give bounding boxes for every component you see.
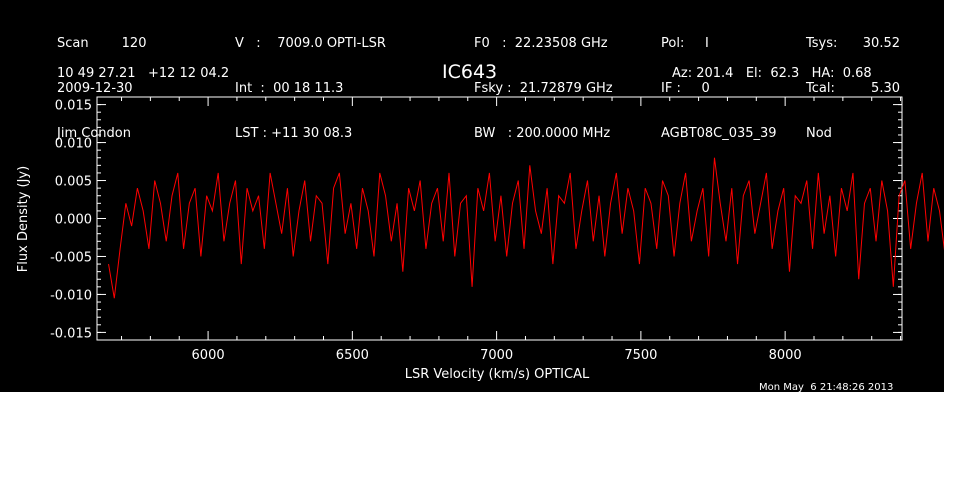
tcal-label: Tcal:	[806, 81, 835, 96]
rest-frequency: F0 : 22.23508 GHz	[474, 36, 608, 51]
observer-name: Jim Condon	[57, 126, 131, 141]
x-tick-label: 8000	[769, 348, 802, 363]
procedure-label: Nod	[806, 126, 832, 141]
header-velocity-block: V : 7009.0 OPTI-LSR Int : 00 18 11.3 LST…	[235, 6, 386, 156]
x-tick-label: 7500	[624, 348, 657, 363]
header-scan-block: Scan 120 2009-12-30 Jim Condon	[57, 6, 146, 156]
tcal-value: 5.30	[871, 81, 900, 96]
scan-number: Scan 120	[57, 36, 147, 51]
x-tick-label: 6000	[192, 348, 225, 363]
plot-timestamp: Mon May 6 21:48:26 2013	[759, 382, 894, 393]
y-tick-label: -0.010	[50, 288, 92, 303]
lst-value: LST : +11 30 08.3	[235, 126, 353, 141]
y-tick-label: 0.010	[55, 137, 92, 152]
header-tsys-values: 30.52 5.30	[858, 6, 900, 111]
tsys-label: Tsys:	[806, 36, 838, 51]
source-name: IC643	[442, 61, 498, 83]
polarization: Pol: I	[661, 36, 709, 51]
sky-frequency: Fsky : 21.72879 GHz	[474, 81, 613, 96]
y-tick-label: -0.005	[50, 250, 92, 265]
pointing-info: Az: 201.4 El: 62.3 HA: 0.68	[672, 66, 872, 81]
spectrum-series-line	[108, 157, 944, 299]
bandwidth: BW : 200.0000 MHz	[474, 126, 611, 141]
observation-date: 2009-12-30	[57, 81, 133, 96]
velocity-value: V : 7009.0 OPTI-LSR	[235, 36, 386, 51]
source-coordinates: 10 49 27.21 +12 12 04.2	[57, 66, 230, 81]
header-pol-block: Pol: I IF : 0 AGBT08C_035_39	[661, 6, 777, 156]
y-axis-label: Flux Density (Jy)	[16, 166, 31, 272]
y-tick-label: 0.005	[55, 175, 92, 190]
tsys-value: 30.52	[862, 36, 900, 51]
x-tick-label: 7000	[480, 348, 513, 363]
y-tick-label: 0.000	[55, 213, 92, 228]
plot-canvas: -0.015 -0.010 -0.005 0.000 0.005 0.010 0.015 60…	[0, 0, 944, 392]
y-tick-label: -0.015	[50, 326, 92, 341]
project-id: AGBT08C_035_39	[661, 126, 777, 141]
x-tick-label: 6500	[336, 348, 369, 363]
header-tsys-labels: Tsys: Tcal: Nod	[806, 6, 837, 156]
series-layer	[108, 157, 944, 299]
if-number: IF : 0	[661, 81, 710, 96]
integration-time: Int : 00 18 11.3	[235, 81, 344, 96]
y-tick-label: 0.015	[55, 99, 92, 114]
axis-ticks: -0.015 -0.010 -0.005 0.000 0.005 0.010 0.015 60…	[50, 97, 902, 363]
x-axis-label: LSR Velocity (km/s) OPTICAL	[405, 367, 590, 382]
header-frequency-block: F0 : 22.23508 GHz Fsky : 21.72879 GHz BW…	[474, 6, 613, 156]
